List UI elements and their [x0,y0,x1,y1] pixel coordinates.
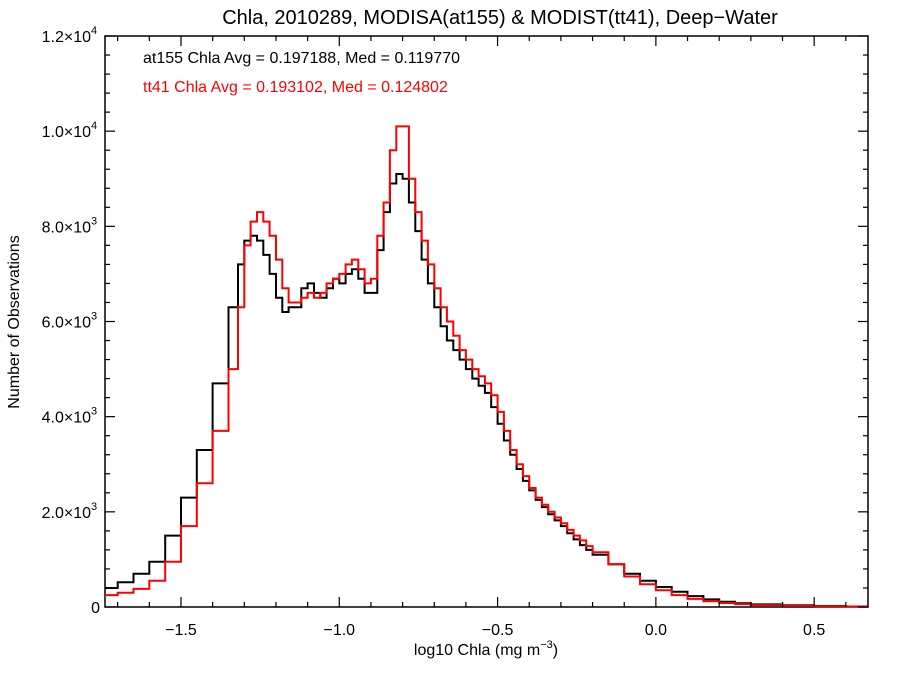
plot-frame [104,35,869,608]
x-tick-label: 0.5 [803,622,825,639]
series-layer [105,125,869,608]
y-tick-exponent: 3 [91,311,97,323]
ticks-layer: −1.5 −1.0 −0.5 0.0 0.502.0×10 34.0×10 36.0×10 3… [42,25,868,639]
y-tick-exponent: 3 [91,501,97,513]
x-tick-label: −0.5 [482,622,514,639]
y-tick-label: 0 [91,600,100,617]
y-tick-exponent: 3 [91,406,97,418]
y-tick-exponent: 4 [91,120,97,132]
y-tick-label: 1.0×10 [42,124,91,141]
x-tick-label: −1.5 [165,622,197,639]
series-line-0 [105,173,869,608]
y-tick-label: 4.0×10 [42,410,91,427]
x-tick-label: −1.0 [323,622,355,639]
series-line-1 [105,125,869,608]
y-tick-label: 8.0×10 [42,219,91,236]
x-axis-label: log10 Chla (mg m−3) [414,639,558,659]
y-tick-label: 2.0×10 [42,505,91,522]
y-tick-label: 6.0×10 [42,315,91,332]
annotation-tt41: tt41 Chla Avg = 0.193102, Med = 0.124802 [143,79,448,96]
annotation-at155: at155 Chla Avg = 0.197188, Med = 0.11977… [143,50,460,67]
x-tick-label: 0.0 [645,622,667,639]
y-tick-exponent: 4 [91,25,97,37]
chart-title: Chla, 2010289, MODISA(at155) & MODIST(tt… [222,7,778,29]
y-axis-label: Number of Observations [6,235,23,408]
y-tick-label: 1.2×10 [42,29,91,46]
y-tick-exponent: 3 [91,215,97,227]
